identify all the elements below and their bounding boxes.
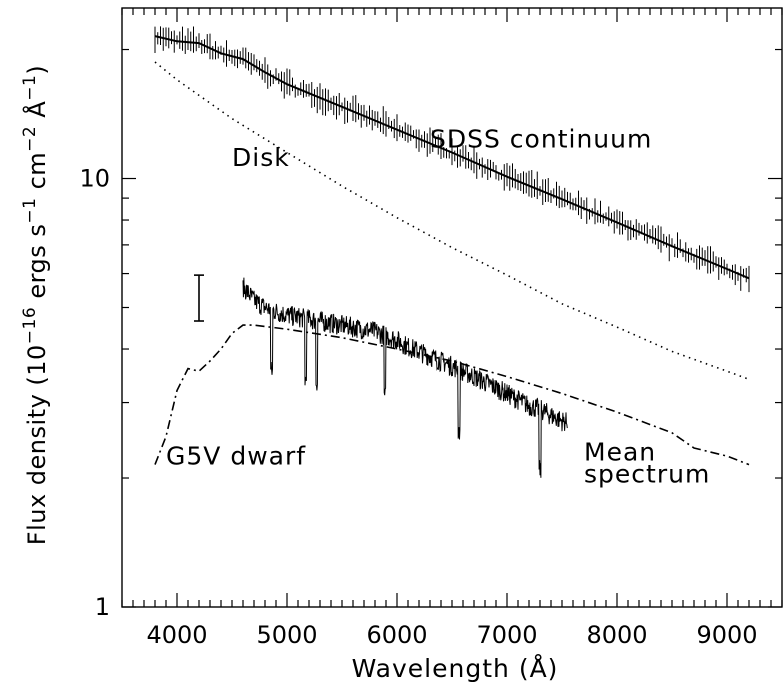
x-tick-label: 8000 [586,621,647,649]
y-tick-label: 1 [95,593,110,621]
axis-ticks: 4000 5000 6000 7000 8000 9000 1 10 [79,8,783,649]
annotation-label: Mean [584,437,656,466]
series-disk [154,61,750,381]
annotation-label: SDSS continuum [430,125,652,154]
annotation-label: G5V dwarf [166,442,306,471]
x-tick-label: 6000 [366,621,427,649]
y-axis-label: Flux density (10−16 ergs s−1 cm−2 Å−1) [20,65,51,545]
series-mean-spectrum [242,277,568,478]
x-tick-label: 5000 [256,621,317,649]
x-tick-label: 4000 [146,621,207,649]
annotation-label: spectrum [584,460,710,489]
y-tick-label: 10 [79,165,110,193]
annotation-label: Disk [232,143,290,172]
series-layer [154,26,750,478]
x-tick-label: 9000 [696,621,757,649]
x-tick-label: 7000 [476,621,537,649]
x-axis-label: Wavelength (Å) [352,654,559,683]
plot-frame [121,7,783,608]
